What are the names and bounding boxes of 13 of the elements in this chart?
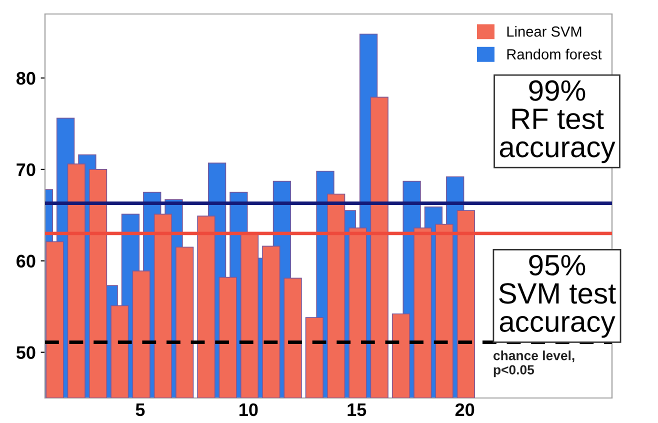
- y-tick-label: 60: [16, 254, 36, 268]
- x-tick-label: 15: [348, 404, 366, 416]
- y-tick-label: 50: [16, 346, 36, 360]
- ref-line-label: 95% SVM test accuracy: [499, 254, 616, 338]
- x-tick-label: 5: [136, 404, 145, 416]
- y-tick-label: 70: [16, 163, 36, 176]
- legend-label: Random forest: [507, 48, 602, 60]
- legend-label: Linear SVM: [507, 26, 582, 37]
- y-tick-label: 80: [16, 72, 36, 85]
- x-tick-label: 10: [240, 403, 258, 416]
- ref-line-label: 99% RF test accuracy: [500, 80, 616, 164]
- ref-line-label: chance level, p<0.05: [493, 350, 574, 378]
- x-tick-label: 20: [455, 403, 474, 416]
